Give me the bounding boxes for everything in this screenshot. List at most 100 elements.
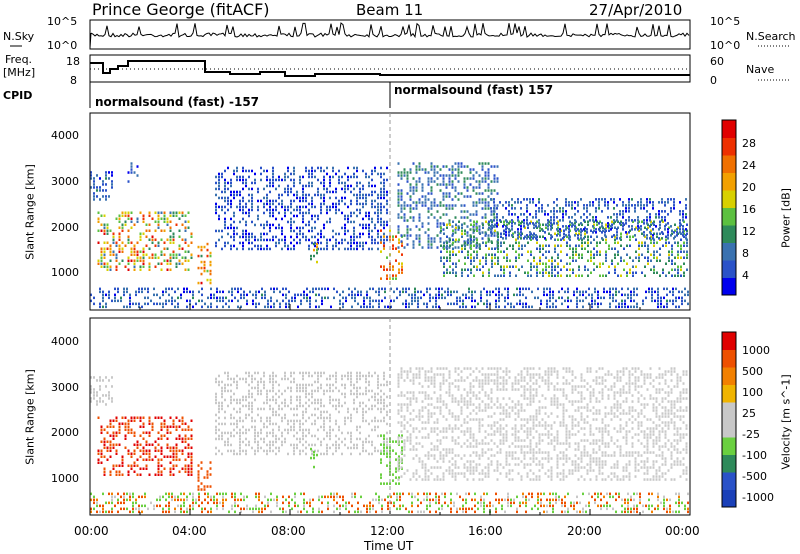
power-echo-cell [460, 171, 463, 174]
power-echo-cell [237, 305, 239, 309]
power-echo-cell [371, 169, 373, 173]
velocity-echo-cell [427, 397, 430, 400]
power-echo-cell [237, 287, 239, 291]
velocity-echo-cell [203, 476, 206, 479]
power-echo-cell [380, 241, 382, 244]
power-echo-cell [664, 216, 666, 219]
power-echo-cell [139, 250, 142, 253]
power-echo-cell [96, 189, 98, 192]
power-echo-cell [359, 235, 361, 239]
power-echo-cell [590, 241, 592, 244]
power-echo-cell [293, 229, 295, 233]
velocity-echo-cell [236, 398, 238, 402]
power-echo-cell [168, 293, 170, 297]
power-echo-cell [187, 259, 190, 262]
power-echo-cell [518, 256, 520, 259]
power-echo-cell [430, 168, 433, 171]
velocity-echo-cell [451, 394, 454, 397]
power-echo-cell [661, 237, 663, 240]
power-echo-cell [99, 305, 101, 309]
power-echo-cell [474, 305, 476, 309]
power-echo-cell [529, 231, 531, 234]
velocity-echo-cell [469, 418, 472, 421]
power-echo-cell [409, 198, 412, 201]
power-echo-cell [583, 219, 585, 222]
power-echo-cell [478, 198, 481, 201]
power-echo-cell [169, 253, 172, 256]
velocity-echo-cell [418, 367, 421, 370]
power-echo-cell [323, 169, 325, 173]
velocity-echo-cell [412, 445, 415, 448]
power-echo-cell [484, 171, 487, 174]
velocity-echo-cell [157, 470, 160, 473]
power-echo-cell [563, 265, 565, 268]
velocity-echo-cell [454, 472, 457, 475]
power-echo-cell [397, 198, 400, 201]
power-echo-cell [415, 186, 418, 189]
velocity-echo-cell [181, 428, 184, 431]
power-echo-cell [169, 235, 172, 238]
velocity-echo-cell [145, 467, 148, 470]
power-echo-cell [556, 210, 558, 213]
power-echo-cell [390, 287, 392, 291]
velocity-echo-cell [397, 394, 400, 397]
power-echo-cell [290, 202, 292, 206]
power-echo-cell [455, 223, 457, 226]
velocity-echo-cell [362, 410, 364, 414]
velocity-echo-cell [296, 395, 298, 399]
velocity-echo-cell [386, 440, 388, 444]
power-echo-cell [435, 305, 437, 309]
power-echo-cell [517, 234, 519, 237]
power-echo-cell [276, 299, 278, 303]
velocity-echo-cell [281, 419, 283, 423]
velocity-echo-cell [454, 454, 457, 457]
velocity-echo-cell [484, 466, 487, 469]
power-echo-cell [470, 253, 472, 256]
velocity-echo-cell [272, 431, 274, 435]
power-echo-cell [452, 241, 454, 244]
power-echo-cell [210, 305, 212, 309]
velocity-echo-cell [251, 386, 253, 390]
power-echo-cell [225, 296, 227, 300]
power-echo-cell [224, 178, 226, 182]
power-echo-cell [356, 193, 358, 197]
power-echo-cell [374, 166, 376, 170]
velocity-echo-cell [389, 449, 391, 452]
velocity-echo-cell [365, 437, 367, 441]
power-echo-cell [590, 235, 592, 238]
power-echo-cell [293, 181, 295, 185]
power-echo-cell [417, 299, 419, 303]
power-echo-cell [248, 211, 250, 215]
power-echo-cell [638, 244, 640, 247]
velocity-echo-cell [254, 398, 256, 402]
power-echo-cell [554, 268, 556, 271]
power-echo-cell [463, 183, 466, 186]
power-echo-cell [610, 198, 612, 201]
velocity-echo-cell [389, 440, 391, 443]
velocity-echo-cell [466, 367, 469, 370]
power-echo-cell [398, 262, 400, 265]
power-echo-cell [519, 287, 521, 291]
velocity-echo-cell [347, 371, 349, 375]
velocity-echo-cell [103, 446, 106, 449]
power-echo-cell [685, 228, 687, 231]
velocity-echo-cell [386, 449, 388, 453]
velocity-echo-cell [362, 401, 364, 405]
power-echo-cell [284, 175, 286, 179]
velocity-echo-cell [466, 466, 469, 469]
power-echo-cell [278, 175, 280, 179]
power-echo-cell [239, 220, 241, 224]
power-echo-cell [287, 184, 289, 188]
velocity-echo-cell [93, 397, 95, 400]
power-echo-cell [596, 241, 598, 244]
power-echo-cell [461, 271, 463, 274]
power-echo-cell [438, 296, 440, 300]
velocity-echo-cell [160, 449, 163, 452]
power-echo-cell [465, 296, 467, 300]
power-echo-cell [335, 208, 337, 212]
power-echo-cell [209, 269, 212, 273]
power-echo-cell [470, 241, 472, 244]
power-echo-cell [493, 213, 495, 216]
power-echo-cell [148, 256, 151, 259]
power-echo-cell [397, 195, 400, 198]
